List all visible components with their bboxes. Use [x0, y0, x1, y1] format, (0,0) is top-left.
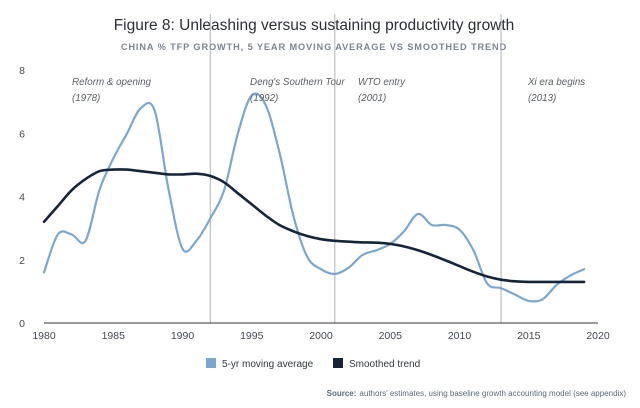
y-tick-label: 0: [19, 318, 25, 330]
x-tick-label: 1995: [240, 330, 264, 342]
source-label: Source:: [327, 389, 357, 398]
legend-swatch-moving-average: [206, 358, 216, 368]
x-tick-label: 1985: [102, 330, 126, 342]
legend-label-moving-average: 5-yr moving average: [222, 359, 314, 370]
event-year-label: (2013): [528, 93, 556, 104]
source-text: authors' estimates, using baseline growt…: [359, 389, 626, 398]
annotation-label: Reform & opening: [72, 77, 152, 88]
annotations: Deng's Southern Tour (1992) WTO entry (2001…: [72, 77, 585, 104]
event-lines: [209, 14, 502, 323]
chart-title: Figure 8: Unleashing versus sustaining p…: [114, 17, 515, 34]
source-note: Source: authors' estimates, using baselin…: [327, 389, 627, 398]
event-label: Xi era begins: [527, 77, 585, 88]
chart-subtitle: CHINA % TFP GROWTH, 5 YEAR MOVING AVERAG…: [121, 42, 507, 52]
x-tick-label: 2005: [379, 330, 403, 342]
event-label: Deng's Southern Tour: [250, 77, 345, 88]
event-year-label: (2001): [358, 93, 386, 104]
legend-label-smoothed-trend: Smoothed trend: [349, 359, 420, 370]
event-year-label: (1992): [250, 93, 278, 104]
y-tick-label: 2: [19, 255, 25, 267]
series-line-smoothed-trend: [42, 168, 586, 284]
x-tick-label: 2015: [517, 330, 541, 342]
x-tick-label: 1990: [171, 330, 195, 342]
x-tick-label: 2010: [448, 330, 472, 342]
legend-swatch-smoothed-trend: [333, 358, 343, 368]
x-axis: 1980 1985 1990 1995 2000 2005 2010 2015 2020: [32, 322, 610, 342]
series-line-moving-average: [42, 92, 586, 303]
x-tick-label: 2000: [309, 330, 333, 342]
series-group: [42, 92, 586, 303]
y-tick-label: 4: [19, 192, 25, 204]
x-tick-label: 2020: [586, 330, 610, 342]
x-tick-label: 1980: [32, 330, 56, 342]
y-tick-label: 6: [19, 128, 25, 140]
annotation-year-label: (1978): [72, 93, 100, 104]
y-tick-label: 8: [19, 65, 25, 77]
legend: 5-yr moving average Smoothed trend: [206, 358, 420, 370]
event-label: WTO entry: [358, 77, 406, 88]
y-axis: 0 2 4 6 8: [19, 65, 25, 330]
